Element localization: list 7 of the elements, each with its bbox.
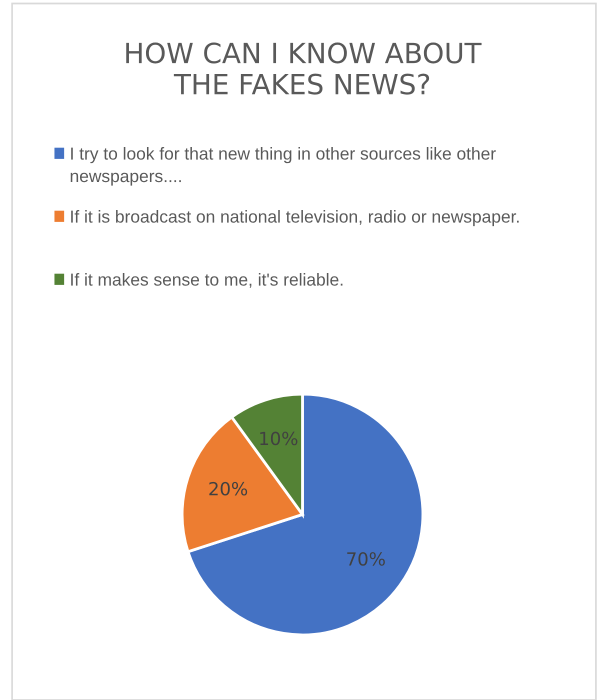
chart-title: HOW CAN I KNOW ABOUT THE FAKES NEWS? xyxy=(126,42,482,95)
legend-label: If it makes sense to me, it's reliable. xyxy=(71,273,342,288)
data-label: 20% xyxy=(209,482,248,496)
legend-label: If it is broadcast on national television, radio or newspaper. xyxy=(71,210,519,226)
data-label: 10% xyxy=(260,432,298,446)
data-label: 70% xyxy=(347,552,385,566)
legend-label: I try to look for that new thing in other sources like other newspapers.... xyxy=(70,147,496,186)
